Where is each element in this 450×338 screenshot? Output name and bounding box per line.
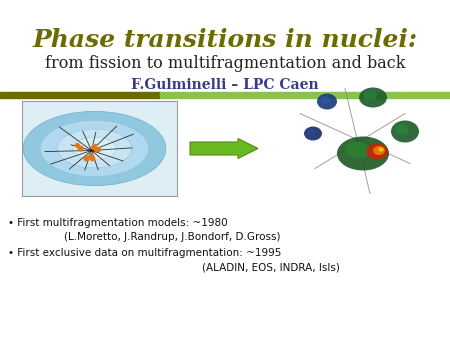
Text: Phase transitions in nuclei:: Phase transitions in nuclei: xyxy=(32,28,418,52)
Text: F.Gulminelli – LPC Caen: F.Gulminelli – LPC Caen xyxy=(131,78,319,92)
Ellipse shape xyxy=(345,142,371,159)
Ellipse shape xyxy=(363,91,377,100)
Ellipse shape xyxy=(366,144,388,160)
Bar xyxy=(22,101,177,196)
Text: • First exclusive data on multifragmentation: ~1995: • First exclusive data on multifragmenta… xyxy=(8,248,281,258)
Ellipse shape xyxy=(73,137,116,160)
Bar xyxy=(160,92,450,98)
Ellipse shape xyxy=(320,96,330,104)
Ellipse shape xyxy=(57,129,132,168)
Text: from fission to multifragmentation and back: from fission to multifragmentation and b… xyxy=(45,55,405,72)
Ellipse shape xyxy=(40,120,149,177)
Ellipse shape xyxy=(359,88,387,107)
Bar xyxy=(0,92,160,98)
Text: (ALADIN, EOS, INDRA, IsIs): (ALADIN, EOS, INDRA, IsIs) xyxy=(202,262,340,272)
FancyArrow shape xyxy=(190,139,258,159)
Ellipse shape xyxy=(395,124,409,135)
Ellipse shape xyxy=(378,147,383,151)
Ellipse shape xyxy=(23,111,166,186)
Ellipse shape xyxy=(307,128,316,136)
Ellipse shape xyxy=(337,137,389,170)
Ellipse shape xyxy=(317,94,337,110)
Ellipse shape xyxy=(373,146,385,155)
Text: (L.Moretto, J.Randrup, J.Bondorf, D.Gross): (L.Moretto, J.Randrup, J.Bondorf, D.Gros… xyxy=(63,232,280,242)
Ellipse shape xyxy=(391,121,419,143)
Ellipse shape xyxy=(304,126,322,141)
Text: • First multifragmentation models: ~1980: • First multifragmentation models: ~1980 xyxy=(8,218,228,228)
